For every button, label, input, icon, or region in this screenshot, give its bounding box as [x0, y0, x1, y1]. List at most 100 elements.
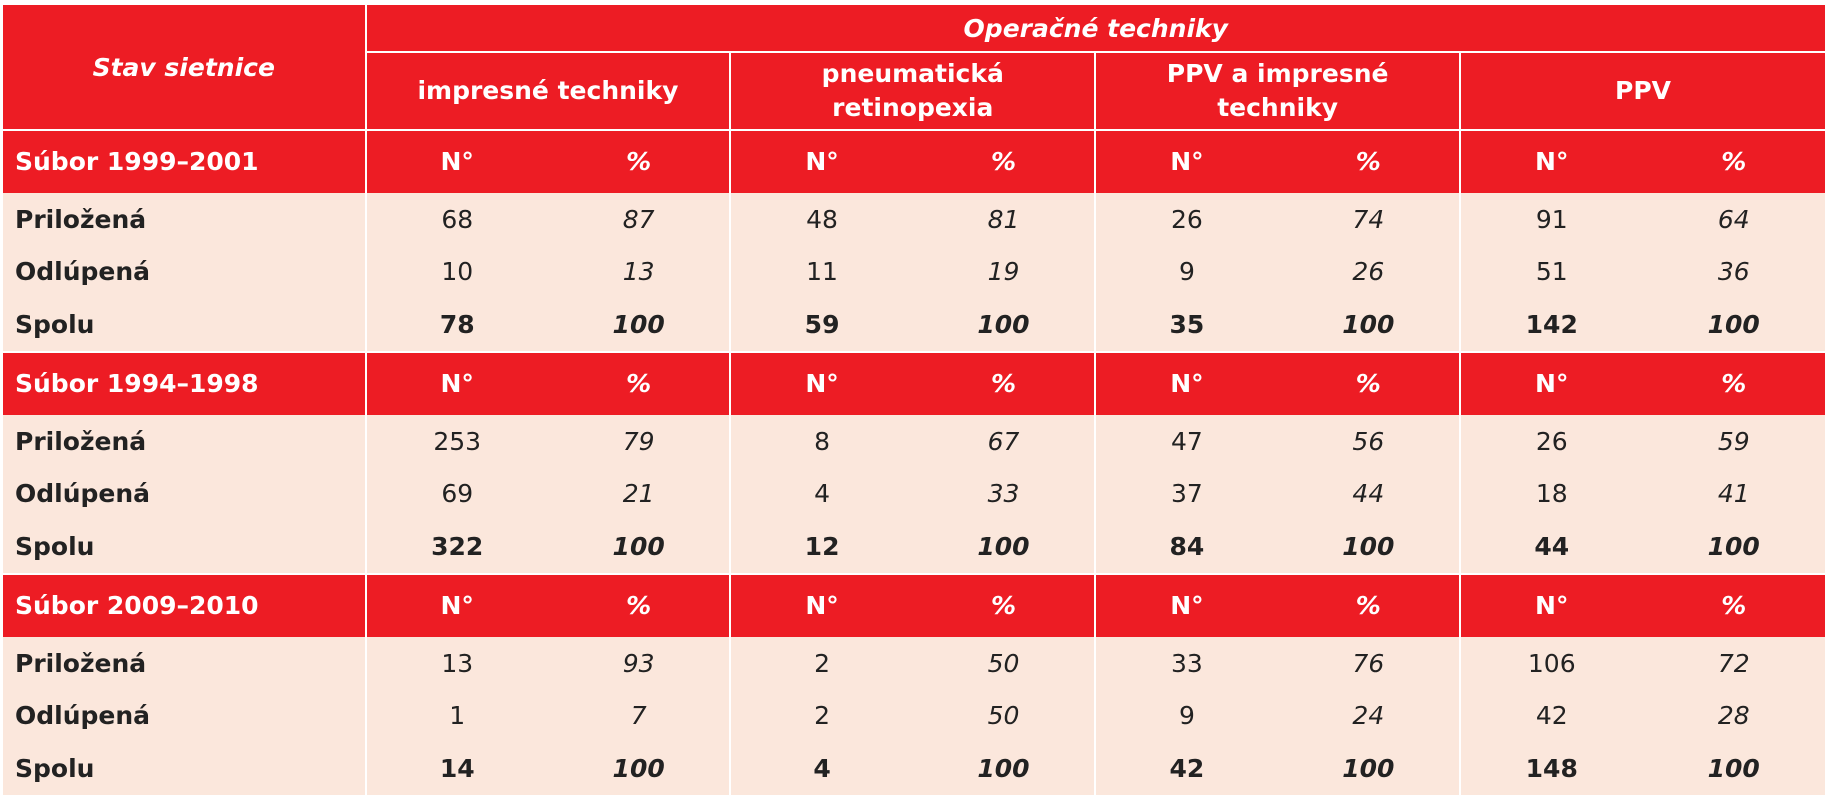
table-row: Spolu 322 100 12 100 84 100 44 100 [3, 520, 1825, 574]
count-subheader: N° [365, 129, 548, 193]
percent-cell: 67 [912, 414, 1097, 468]
row-label: Priložená [3, 414, 367, 468]
technique-header-pneumaticka: pneumatická retinopexia [730, 52, 1097, 130]
count-cell: 68 [365, 192, 548, 246]
percent-cell: 36 [1642, 245, 1825, 299]
count-cell: 37 [1095, 467, 1278, 521]
percent-cell: 24 [1277, 689, 1462, 743]
count-cell: 10 [365, 245, 548, 299]
group-header-row: Súbor 1999–2001 N°% N°% N°% N°% [3, 129, 1825, 193]
percent-cell: 100 [547, 520, 732, 574]
count-subheader: N° [1095, 129, 1278, 193]
percent-cell: 74 [1277, 192, 1462, 246]
count-cell: 11 [730, 245, 913, 299]
count-cell: 42 [1460, 689, 1643, 743]
group-header-row: Súbor 1994–1998 N°% N°% N°% N°% [3, 351, 1825, 415]
row-label-header: Stav sietnice [3, 5, 367, 130]
table-row: Odlúpená 1 7 2 50 9 24 42 28 [3, 689, 1825, 743]
group-title: Súbor 1994–1998 [3, 351, 367, 415]
count-subheader: N° [1095, 351, 1278, 415]
percent-subheader: % [912, 129, 1097, 193]
count-cell: 148 [1460, 742, 1643, 795]
percent-cell: 33 [912, 467, 1097, 521]
count-cell: 47 [1095, 414, 1278, 468]
count-cell: 33 [1095, 636, 1278, 690]
count-cell: 4 [730, 742, 913, 795]
percent-cell: 100 [1642, 298, 1825, 352]
count-cell: 14 [365, 742, 548, 795]
count-cell: 106 [1460, 636, 1643, 690]
percent-subheader: % [1642, 351, 1825, 415]
count-cell: 2 [730, 636, 913, 690]
row-label: Odlúpená [3, 689, 367, 743]
count-cell: 18 [1460, 467, 1643, 521]
count-cell: 13 [365, 636, 548, 690]
percent-cell: 100 [912, 298, 1097, 352]
count-cell: 8 [730, 414, 913, 468]
table-row: Priložená 253 79 8 67 47 56 26 59 [3, 414, 1825, 468]
count-cell: 44 [1460, 520, 1643, 574]
percent-cell: 13 [547, 245, 732, 299]
count-cell: 26 [1095, 192, 1278, 246]
row-label: Odlúpená [3, 467, 367, 521]
count-subheader: N° [1095, 573, 1278, 637]
percent-cell: 50 [912, 636, 1097, 690]
table-row: Odlúpená 69 21 4 33 37 44 18 41 [3, 467, 1825, 521]
percent-cell: 28 [1642, 689, 1825, 743]
technique-header-ppv-impresne: PPV a impresné techniky [1095, 52, 1462, 130]
percent-cell: 100 [1277, 742, 1462, 795]
count-cell: 9 [1095, 245, 1278, 299]
count-subheader: N° [730, 573, 913, 637]
percent-subheader: % [912, 351, 1097, 415]
percent-cell: 87 [547, 192, 732, 246]
count-cell: 35 [1095, 298, 1278, 352]
row-label: Spolu [3, 742, 367, 795]
percent-cell: 7 [547, 689, 732, 743]
percent-subheader: % [1277, 351, 1462, 415]
table-row: Priložená 68 87 48 81 26 74 91 64 [3, 192, 1825, 246]
count-subheader: N° [1460, 129, 1643, 193]
technique-header-impresne: impresné techniky [365, 52, 732, 130]
percent-cell: 79 [547, 414, 732, 468]
count-subheader: N° [1460, 573, 1643, 637]
percent-cell: 56 [1277, 414, 1462, 468]
percent-cell: 100 [547, 742, 732, 795]
percent-cell: 21 [547, 467, 732, 521]
percent-subheader: % [1277, 573, 1462, 637]
percent-cell: 100 [1277, 298, 1462, 352]
percent-cell: 50 [912, 689, 1097, 743]
percent-cell: 100 [1642, 520, 1825, 574]
percent-subheader: % [1642, 129, 1825, 193]
count-subheader: N° [365, 351, 548, 415]
row-label: Priložená [3, 192, 367, 246]
count-cell: 59 [730, 298, 913, 352]
group-title: Súbor 1999–2001 [3, 129, 367, 193]
count-cell: 91 [1460, 192, 1643, 246]
percent-cell: 44 [1277, 467, 1462, 521]
percent-cell: 100 [1277, 520, 1462, 574]
count-cell: 1 [365, 689, 548, 743]
group-header-row: Súbor 2009–2010 N°% N°% N°% N°% [3, 573, 1825, 637]
count-cell: 84 [1095, 520, 1278, 574]
percent-subheader: % [547, 351, 732, 415]
table-row: Priložená 13 93 2 50 33 76 106 72 [3, 636, 1825, 690]
table-header: Stav sietnice Operačné techniky impresné… [3, 5, 1825, 130]
row-label: Spolu [3, 298, 367, 352]
technique-header-ppv: PPV [1460, 52, 1825, 130]
percent-cell: 72 [1642, 636, 1825, 690]
count-cell: 142 [1460, 298, 1643, 352]
percent-subheader: % [912, 573, 1097, 637]
count-cell: 42 [1095, 742, 1278, 795]
table-row: Spolu 14 100 4 100 42 100 148 100 [3, 742, 1825, 795]
row-label: Priložená [3, 636, 367, 690]
count-cell: 4 [730, 467, 913, 521]
count-cell: 12 [730, 520, 913, 574]
row-label: Odlúpená [3, 245, 367, 299]
count-cell: 51 [1460, 245, 1643, 299]
count-subheader: N° [1460, 351, 1643, 415]
percent-cell: 19 [912, 245, 1097, 299]
count-cell: 78 [365, 298, 548, 352]
row-label: Spolu [3, 520, 367, 574]
percent-cell: 100 [547, 298, 732, 352]
percent-cell: 81 [912, 192, 1097, 246]
